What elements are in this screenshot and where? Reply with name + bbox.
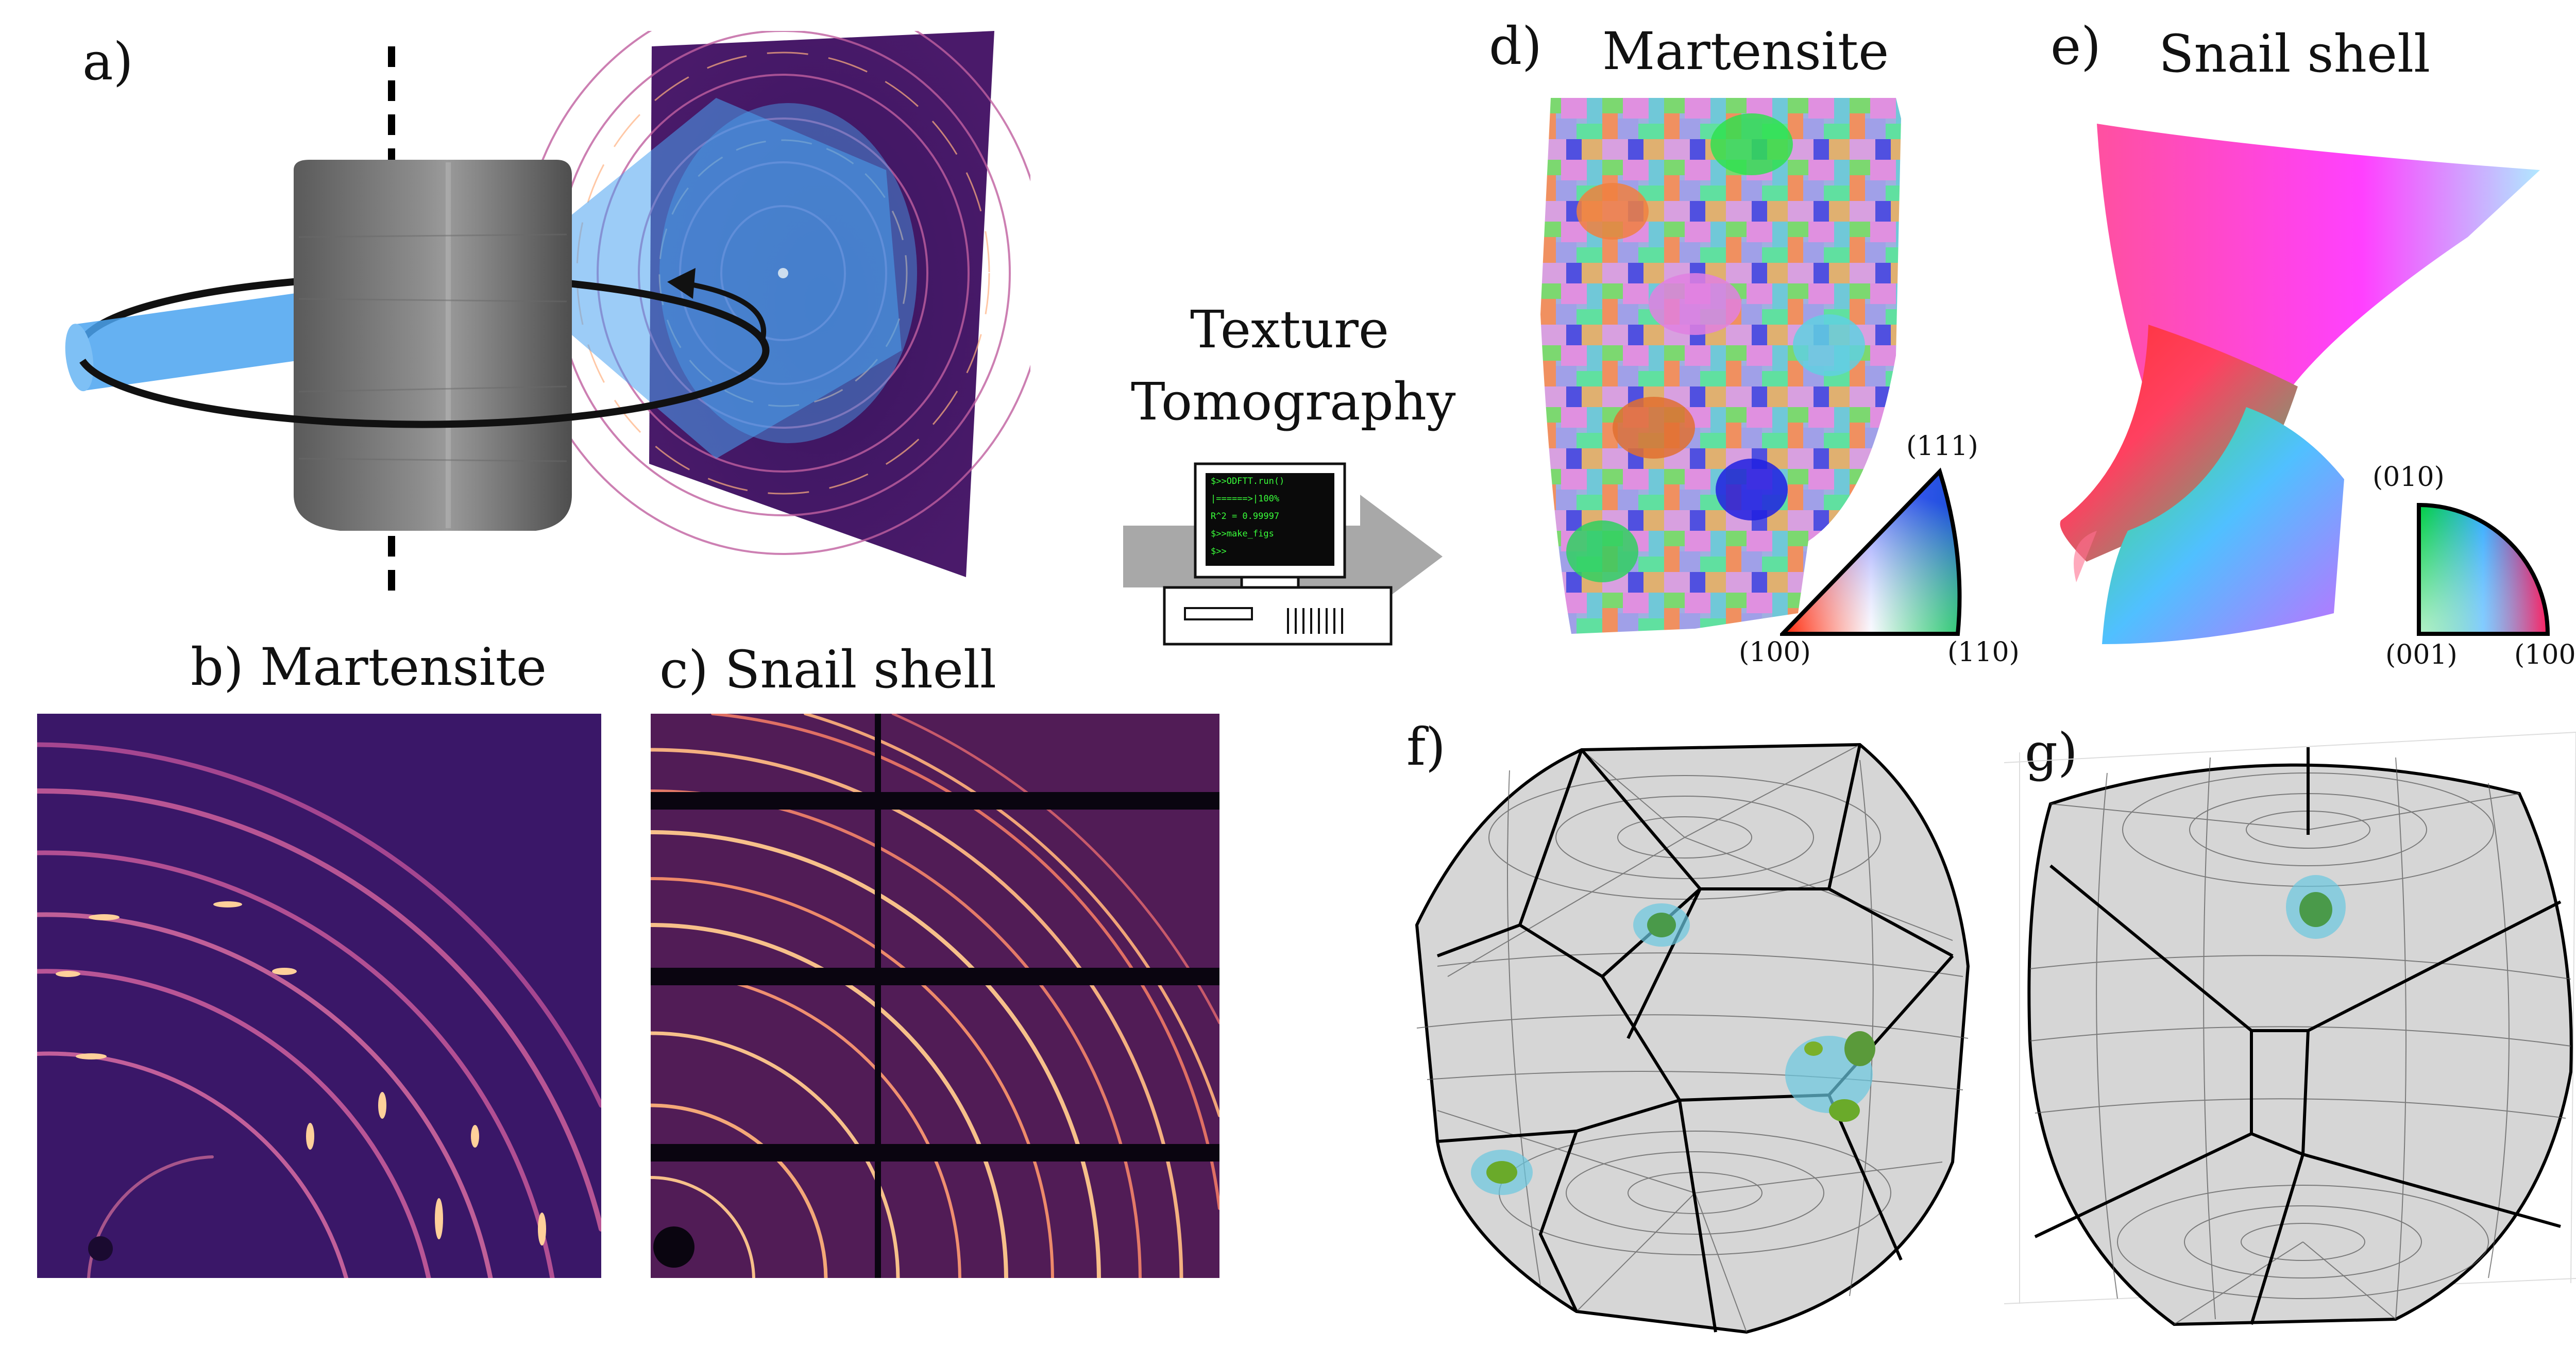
panel-e-label: e): [2050, 16, 2102, 76]
panel-c-label: c) Snail shell: [659, 640, 996, 700]
panel-g-label: g): [2025, 722, 2078, 782]
panel-e-ipf-key: [2416, 502, 2550, 636]
panel-e-title: Snail shell: [2159, 24, 2431, 84]
terminal-line-5: $>>: [1211, 546, 1227, 557]
panel-d-label: d): [1489, 16, 1543, 76]
panel-e-orientation-map: [2056, 119, 2550, 660]
computer-icon: [1154, 459, 1401, 654]
panel-f-label: f): [1406, 717, 1446, 777]
sample-block: [294, 160, 572, 531]
incident-beam: [65, 284, 367, 392]
arrow-label-line2: Tomography: [1131, 372, 1456, 432]
arrow-label-line1: Texture: [1190, 299, 1389, 360]
panel-a-illustration: [52, 31, 1030, 608]
odf-peak: [2286, 875, 2346, 939]
panel-e-ipf-left: (001): [2385, 640, 2458, 670]
panel-d-ipf-top: (111): [1906, 431, 1978, 462]
terminal-line-1: $>>ODFTT.run(): [1211, 476, 1285, 486]
panel-d-orientation-map: [1540, 98, 1911, 644]
panel-a-label: a): [82, 31, 133, 92]
panel-d-title: Martensite: [1602, 21, 1889, 81]
terminal-line-4: $>>make_figs: [1211, 529, 1274, 539]
terminal-line-2: |======>|100%: [1211, 494, 1280, 504]
terminal-line-3: R^2 = 0.99997: [1211, 511, 1280, 521]
odf-peaks: [1471, 903, 1875, 1195]
panel-b-diffraction-image: [37, 714, 601, 1278]
panel-d-ipf-left: (100): [1739, 637, 1811, 668]
panel-d-ipf-key: [1780, 466, 1976, 636]
diffraction-cone: [500, 98, 902, 459]
panel-e-ipf-right: (100): [2514, 640, 2576, 670]
panel-g-odf-polyhedron: [2004, 711, 2576, 1337]
panel-f-odf-polyhedron: [1406, 719, 1989, 1342]
panel-d-ipf-right: (110): [1947, 637, 2020, 668]
panel-b-label: b) Martensite: [191, 637, 547, 697]
panel-c-diffraction-image: [651, 714, 1219, 1278]
panel-e-ipf-top: (010): [2372, 462, 2445, 493]
